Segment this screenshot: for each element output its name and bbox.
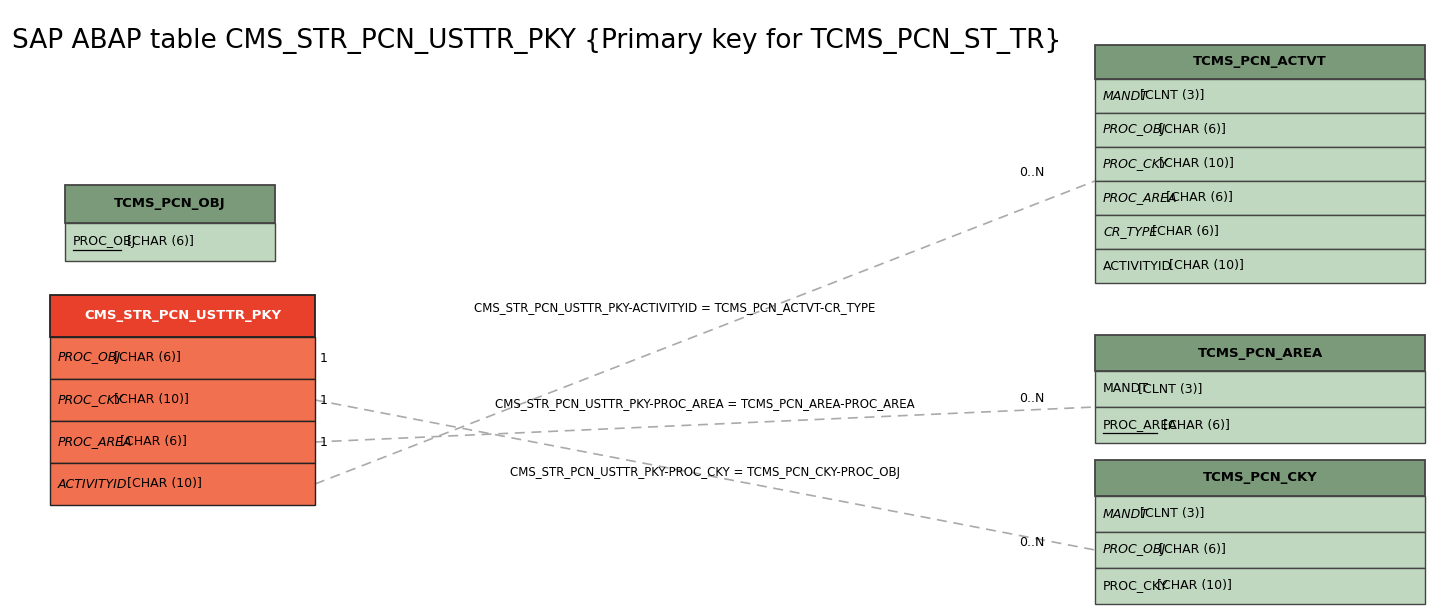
- Bar: [1096, 407, 1425, 443]
- Bar: [1096, 371, 1425, 407]
- Text: CMS_STR_PCN_USTTR_PKY: CMS_STR_PCN_USTTR_PKY: [84, 309, 281, 323]
- Text: [CHAR (6)]: [CHAR (6)]: [110, 351, 181, 365]
- Text: [CHAR (10)]: [CHAR (10)]: [1152, 580, 1232, 592]
- Text: [CHAR (10)]: [CHAR (10)]: [1155, 157, 1233, 171]
- Text: [CLNT (3)]: [CLNT (3)]: [1135, 382, 1203, 395]
- Text: PROC_AREA: PROC_AREA: [1103, 192, 1178, 204]
- Bar: [1096, 532, 1425, 568]
- Bar: [1096, 496, 1425, 532]
- Text: CMS_STR_PCN_USTTR_PKY-PROC_AREA = TCMS_PCN_AREA-PROC_AREA: CMS_STR_PCN_USTTR_PKY-PROC_AREA = TCMS_P…: [495, 398, 914, 411]
- Bar: [1096, 249, 1425, 283]
- Bar: [1096, 568, 1425, 604]
- Bar: [65, 223, 276, 261]
- Text: PROC_AREA: PROC_AREA: [58, 436, 132, 448]
- Text: ACTIVITYID: ACTIVITYID: [58, 478, 128, 490]
- Text: PROC_CKY: PROC_CKY: [1103, 580, 1168, 592]
- Text: 1: 1: [321, 351, 328, 365]
- Text: CMS_STR_PCN_USTTR_PKY-PROC_CKY = TCMS_PCN_CKY-PROC_OBJ: CMS_STR_PCN_USTTR_PKY-PROC_CKY = TCMS_PC…: [509, 466, 900, 479]
- Bar: [1096, 147, 1425, 181]
- Text: PROC_AREA: PROC_AREA: [1103, 418, 1178, 431]
- Text: [CHAR (6)]: [CHAR (6)]: [116, 436, 187, 448]
- Text: TCMS_PCN_ACTVT: TCMS_PCN_ACTVT: [1193, 56, 1326, 68]
- Bar: [49, 463, 315, 505]
- Text: PROC_OBJ: PROC_OBJ: [1103, 544, 1167, 556]
- Text: TCMS_PCN_CKY: TCMS_PCN_CKY: [1203, 472, 1318, 484]
- Text: 1: 1: [321, 393, 328, 406]
- Text: TCMS_PCN_AREA: TCMS_PCN_AREA: [1197, 346, 1323, 359]
- Bar: [1096, 181, 1425, 215]
- Text: [CHAR (6)]: [CHAR (6)]: [1161, 192, 1232, 204]
- Bar: [1096, 335, 1425, 371]
- Text: [CHAR (10)]: [CHAR (10)]: [123, 478, 202, 490]
- Text: SAP ABAP table CMS_STR_PCN_USTTR_PKY {Primary key for TCMS_PCN_ST_TR}: SAP ABAP table CMS_STR_PCN_USTTR_PKY {Pr…: [12, 28, 1061, 54]
- Bar: [49, 421, 315, 463]
- Text: 0..N: 0..N: [1020, 536, 1045, 548]
- Text: 0..N: 0..N: [1020, 392, 1045, 406]
- Text: [CHAR (6)]: [CHAR (6)]: [1155, 123, 1226, 137]
- Text: 1: 1: [321, 436, 328, 448]
- Bar: [49, 295, 315, 337]
- Text: [CHAR (6)]: [CHAR (6)]: [1149, 226, 1219, 239]
- Text: [CHAR (10)]: [CHAR (10)]: [110, 393, 189, 406]
- Bar: [1096, 79, 1425, 113]
- Bar: [49, 337, 315, 379]
- Text: PROC_CKY: PROC_CKY: [1103, 157, 1168, 171]
- Text: PROC_OBJ: PROC_OBJ: [1103, 123, 1167, 137]
- Text: [CHAR (6)]: [CHAR (6)]: [122, 235, 193, 248]
- Text: MANDT: MANDT: [1103, 508, 1149, 520]
- Text: [CLNT (3)]: [CLNT (3)]: [1136, 508, 1204, 520]
- Bar: [1096, 460, 1425, 496]
- Text: ACTIVITYID: ACTIVITYID: [1103, 259, 1172, 273]
- Text: MANDT: MANDT: [1103, 90, 1149, 102]
- Text: CMS_STR_PCN_USTTR_PKY-ACTIVITYID = TCMS_PCN_ACTVT-CR_TYPE: CMS_STR_PCN_USTTR_PKY-ACTIVITYID = TCMS_…: [474, 301, 876, 315]
- Text: [CHAR (10)]: [CHAR (10)]: [1165, 259, 1244, 273]
- Bar: [1096, 215, 1425, 249]
- Bar: [1096, 45, 1425, 79]
- Text: 0..N: 0..N: [1020, 167, 1045, 179]
- Bar: [1096, 113, 1425, 147]
- Text: PROC_CKY: PROC_CKY: [58, 393, 123, 406]
- Bar: [49, 379, 315, 421]
- Text: MANDT: MANDT: [1103, 382, 1149, 395]
- Text: PROC_OBJ: PROC_OBJ: [58, 351, 122, 365]
- Text: [CLNT (3)]: [CLNT (3)]: [1136, 90, 1204, 102]
- Text: TCMS_PCN_OBJ: TCMS_PCN_OBJ: [115, 198, 226, 210]
- Text: PROC_OBJ: PROC_OBJ: [73, 235, 136, 248]
- Text: [CHAR (6)]: [CHAR (6)]: [1155, 544, 1226, 556]
- Text: [CHAR (6)]: [CHAR (6)]: [1159, 418, 1229, 431]
- Bar: [65, 185, 276, 223]
- Text: CR_TYPE: CR_TYPE: [1103, 226, 1158, 239]
